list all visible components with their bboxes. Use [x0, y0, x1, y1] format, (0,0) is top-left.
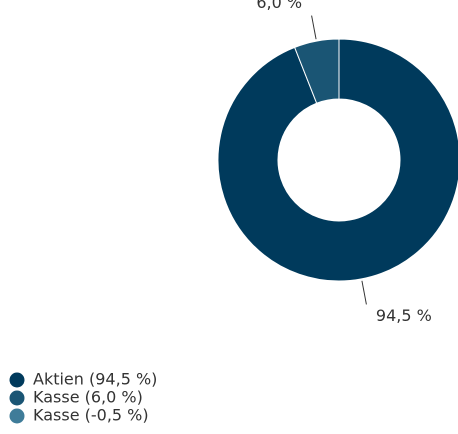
legend-marker [9, 408, 25, 424]
legend-label: Aktien (94,5 %) [33, 370, 157, 389]
data-label: 6,0 % [256, 0, 302, 12]
legend-marker [9, 372, 25, 388]
slice [294, 38, 340, 104]
leader-line [361, 280, 367, 305]
leader-line [311, 15, 317, 40]
data-label: 94,5 % [376, 306, 432, 325]
slice [217, 38, 458, 282]
legend-label: Kasse (-0,5 %) [33, 406, 149, 425]
legend-label: Kasse (6,0 %) [33, 388, 143, 407]
legend-marker [9, 390, 25, 406]
